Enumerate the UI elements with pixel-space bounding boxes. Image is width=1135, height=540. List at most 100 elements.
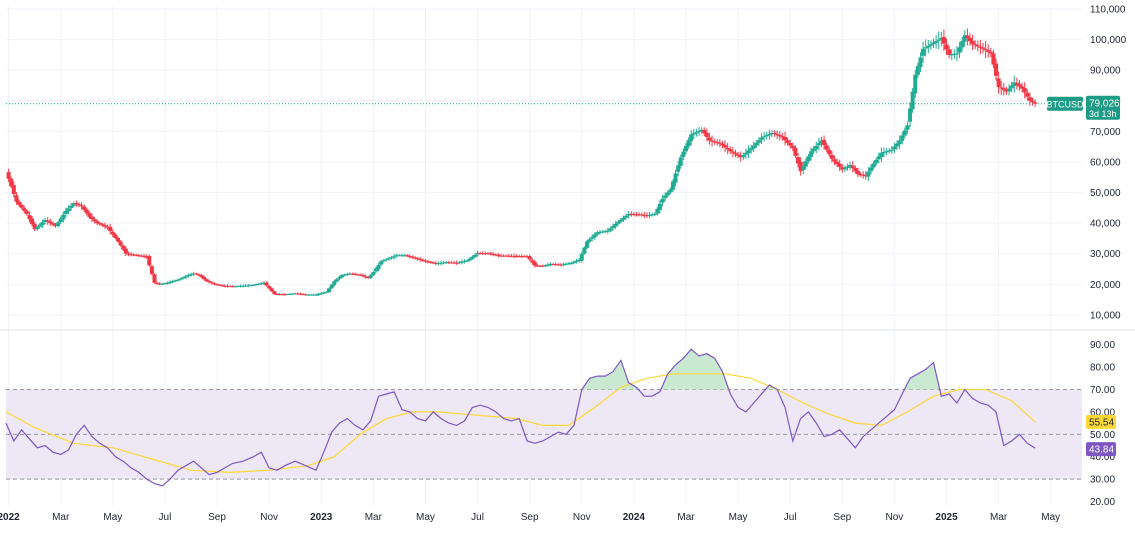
candle-body — [780, 136, 785, 138]
candle — [478, 251, 483, 255]
candle — [558, 262, 563, 267]
time-axis-tick-label: Sep — [833, 512, 851, 523]
candle-body — [319, 293, 324, 295]
time-axis-tick-label: 2024 — [623, 512, 646, 523]
candle-body — [967, 37, 972, 42]
candle — [663, 192, 668, 202]
candle-body — [707, 137, 712, 141]
candle-body — [17, 201, 22, 205]
candle — [686, 137, 691, 149]
candle-body — [553, 264, 558, 266]
candle-body — [715, 142, 720, 144]
candle — [452, 261, 457, 265]
candle-body — [116, 237, 121, 242]
candle — [676, 161, 681, 176]
candle — [381, 258, 386, 263]
candle-body — [900, 135, 905, 141]
candle-body — [902, 130, 907, 136]
candle — [259, 281, 264, 286]
rsi-tag-value: 43.84 — [1089, 445, 1114, 456]
candle — [360, 273, 365, 278]
candle-body — [1030, 100, 1035, 103]
candle — [806, 153, 811, 164]
candle — [248, 284, 253, 287]
candle — [999, 80, 1004, 96]
candle-body — [175, 279, 180, 281]
candle-body — [566, 263, 571, 265]
candle-body — [845, 166, 850, 168]
candle — [874, 157, 879, 166]
candle — [811, 145, 816, 154]
candle — [121, 244, 126, 252]
candle — [340, 273, 345, 279]
candle — [69, 202, 74, 211]
candle-body — [162, 283, 167, 285]
price-axis-tick-label: 20,000 — [1090, 280, 1121, 291]
candle — [220, 284, 225, 287]
candle — [152, 273, 157, 284]
candle — [74, 200, 79, 207]
candle-body — [402, 255, 407, 257]
candle-body — [136, 255, 141, 257]
candle — [522, 255, 527, 258]
candle-body — [762, 136, 767, 138]
candle-body — [730, 151, 735, 153]
candle — [397, 254, 402, 257]
time-axis: 2022 Mar May Jul Sep Nov 2023 Mar May Jul Sep Nov 20… — [0, 512, 1060, 523]
candle — [704, 128, 709, 142]
candle — [488, 251, 493, 256]
candle — [728, 146, 733, 155]
candle — [389, 255, 394, 260]
candle-body — [360, 274, 365, 277]
candle-body — [280, 294, 285, 296]
candle — [983, 41, 988, 59]
time-axis-tick-label: Nov — [886, 512, 904, 523]
candle-body — [704, 132, 709, 137]
candle-body — [423, 260, 428, 262]
candle-body — [79, 205, 84, 207]
candle — [282, 293, 287, 296]
candle — [569, 261, 574, 265]
candle-body — [861, 174, 866, 176]
candle — [251, 284, 256, 286]
candle — [95, 219, 100, 226]
candle — [92, 216, 97, 224]
candle — [782, 131, 787, 146]
candle — [780, 133, 785, 141]
candle — [350, 272, 355, 275]
candle-body — [848, 165, 853, 167]
candle-body — [647, 214, 652, 216]
candle — [444, 261, 449, 264]
candle-body — [415, 258, 420, 260]
candle-body — [564, 263, 569, 265]
candle-body — [389, 257, 394, 259]
candle — [819, 136, 824, 148]
candle-body — [988, 51, 993, 54]
candle — [769, 129, 774, 138]
rsi-axis-tick-label: 70.00 — [1090, 385, 1115, 396]
candle-body — [142, 255, 147, 257]
candle — [642, 211, 647, 219]
candle — [199, 274, 204, 279]
candle-body — [561, 264, 566, 266]
candle — [928, 40, 933, 50]
candle-body — [386, 258, 391, 260]
candle-body — [45, 220, 50, 222]
candle — [980, 42, 985, 54]
candle — [743, 148, 748, 159]
candle — [801, 161, 806, 175]
candle — [110, 229, 115, 238]
candle-body — [952, 53, 957, 55]
candle-body — [118, 241, 123, 246]
candle — [287, 293, 292, 295]
candle — [918, 52, 923, 73]
candle — [905, 121, 910, 134]
candle-body — [290, 293, 295, 295]
candle-body — [32, 223, 37, 230]
candle-body — [178, 278, 183, 280]
candle — [736, 151, 741, 159]
candle — [462, 259, 467, 264]
time-axis-tick-label: 2023 — [310, 512, 333, 523]
candle — [324, 291, 329, 294]
candle-body — [665, 192, 670, 196]
